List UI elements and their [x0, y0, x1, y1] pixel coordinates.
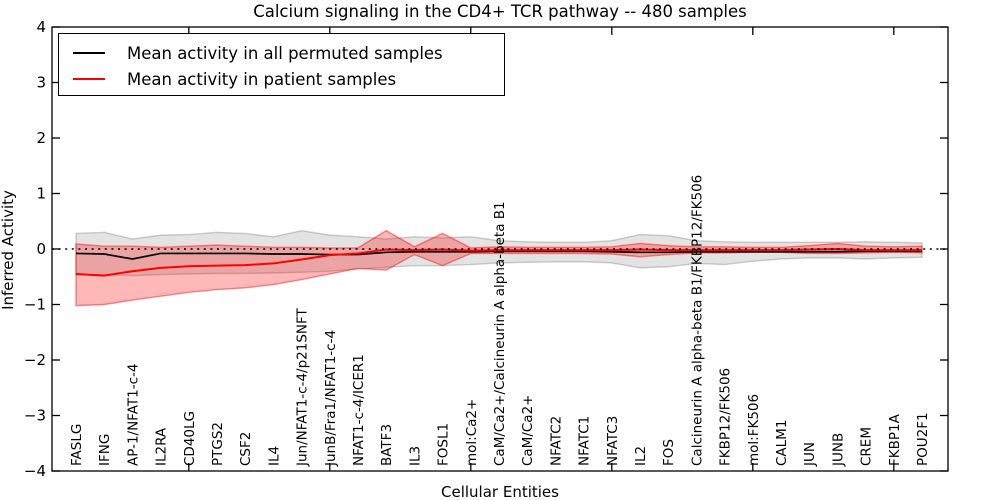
x-category-label: BATF3: [379, 424, 395, 466]
x-category-label: IFNG: [97, 434, 113, 466]
legend-line-black-icon: [73, 52, 105, 54]
x-category-label: NFATC2: [548, 416, 564, 466]
series-line-permuted: [75, 250, 922, 260]
legend-item-permuted: Mean activity in all permuted samples: [59, 40, 504, 66]
x-category-label: CALM1: [774, 420, 790, 466]
x-category-label: JUNB: [830, 433, 846, 467]
x-category-label: AP-1/NFAT1-c-4: [125, 364, 141, 467]
y-tick-label: 4: [36, 18, 46, 36]
legend-item-patient: Mean activity in patient samples: [59, 66, 504, 92]
x-category-label: mol:Ca2+: [464, 399, 480, 466]
y-tick-label: 3: [36, 74, 46, 92]
x-category-label: FOS: [661, 439, 677, 466]
legend: Mean activity in all permuted samples Me…: [58, 33, 505, 96]
x-category-label: JunB/Fra1/NFAT1-c-4: [323, 330, 339, 467]
y-tick-label: 1: [36, 185, 46, 203]
x-category-label: Jun/NFAT1-c-4/p21SNFT: [295, 307, 311, 467]
x-category-label: CREM: [859, 427, 875, 466]
y-axis-label: Inferred Activity: [0, 190, 17, 310]
chart-title: Calcium signaling in the CD4+ TCR pathwa…: [253, 2, 747, 21]
series-line-patient: [75, 247, 922, 277]
x-category-label: JUN: [802, 442, 818, 467]
x-category-label: NFATC3: [605, 416, 621, 466]
legend-label: Mean activity in all permuted samples: [127, 43, 443, 63]
legend-label: Mean activity in patient samples: [127, 69, 397, 89]
x-category-label: CSF2: [238, 432, 254, 466]
x-category-label: IL3: [407, 446, 423, 466]
x-category-label: CaM/Ca2+: [520, 395, 536, 467]
x-category-label: FOSL1: [436, 423, 452, 466]
x-category-label: FKBP12/FK506: [718, 368, 734, 466]
x-axis-label: Cellular Entities: [441, 483, 559, 500]
x-category-label: FASLG: [69, 424, 85, 466]
x-category-label: Calcineurin A alpha-beta B1/FKBP12/FK506: [689, 175, 705, 466]
x-category-label: NFAT1-c-4/ICER1: [351, 354, 367, 466]
x-category-label: mol:FK506: [746, 394, 762, 466]
y-tick-label: −2: [24, 351, 46, 369]
x-category-label: POU2F1: [915, 412, 931, 466]
x-category-label: PTGS2: [210, 422, 226, 466]
x-category-label: FKBP1A: [887, 413, 903, 466]
band-permuted: [75, 229, 923, 277]
y-tick-label: −3: [24, 407, 46, 425]
legend-line-red-icon: [73, 78, 105, 80]
x-category-label: IL2RA: [154, 427, 170, 466]
y-tick-label: 0: [36, 240, 46, 258]
y-tick-label: −1: [24, 296, 46, 314]
x-category-label: CD40LG: [182, 411, 198, 466]
x-category-label: IL2: [633, 446, 649, 466]
y-tick-label: 2: [36, 129, 46, 147]
x-category-label: CaM/Ca2+/Calcineurin A alpha-beta B1: [492, 201, 508, 466]
x-category-label: IL4: [266, 446, 282, 466]
x-category-label: NFATC1: [577, 416, 593, 466]
y-tick-label: −4: [24, 462, 46, 480]
